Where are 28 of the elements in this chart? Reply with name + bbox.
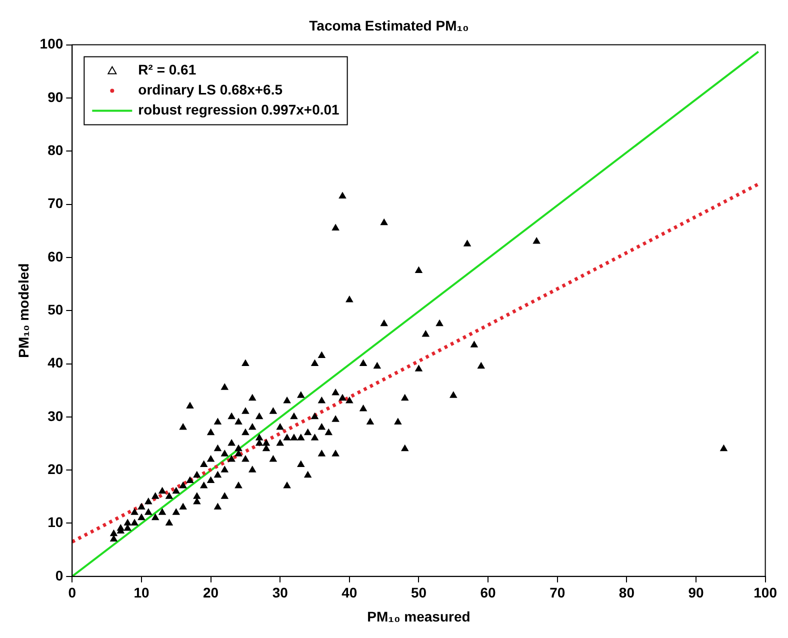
y-tick-label: 40 xyxy=(48,354,64,371)
legend-label: robust regression 0.997x+0.01 xyxy=(138,102,340,118)
x-tick-label: 40 xyxy=(342,584,358,601)
y-tick-label: 50 xyxy=(48,301,64,318)
x-tick-label: 90 xyxy=(688,584,704,601)
legend-label: R² = 0.61 xyxy=(138,62,196,78)
y-tick-label: 80 xyxy=(48,142,64,158)
x-tick-label: 50 xyxy=(410,584,427,601)
y-tick-label: 10 xyxy=(48,514,64,530)
y-tick-label: 100 xyxy=(40,36,64,52)
x-tick-label: 10 xyxy=(134,584,150,601)
x-tick-label: 80 xyxy=(618,584,635,601)
x-tick-label: 70 xyxy=(550,584,566,601)
x-tick-label: 100 xyxy=(754,584,778,601)
x-tick-label: 20 xyxy=(203,584,219,601)
x-tick-label: 30 xyxy=(272,584,288,601)
y-tick-label: 0 xyxy=(55,567,64,584)
x-tick-label: 0 xyxy=(68,584,76,601)
y-tick-label: 30 xyxy=(48,408,64,424)
y-tick-label: 20 xyxy=(48,460,64,477)
y-tick-label: 90 xyxy=(48,88,64,105)
y-tick-label: 60 xyxy=(48,248,64,264)
legend-label: ordinary LS 0.68x+6.5 xyxy=(138,82,283,98)
x-tick-label: 60 xyxy=(480,584,496,601)
x-axis-title: PM₁₀ measured xyxy=(367,608,470,624)
y-tick-label: 70 xyxy=(48,195,64,212)
chart-title: Tacoma Estimated PM₁₀ xyxy=(309,17,469,34)
y-axis-title: PM₁₀ modeled xyxy=(15,263,32,358)
